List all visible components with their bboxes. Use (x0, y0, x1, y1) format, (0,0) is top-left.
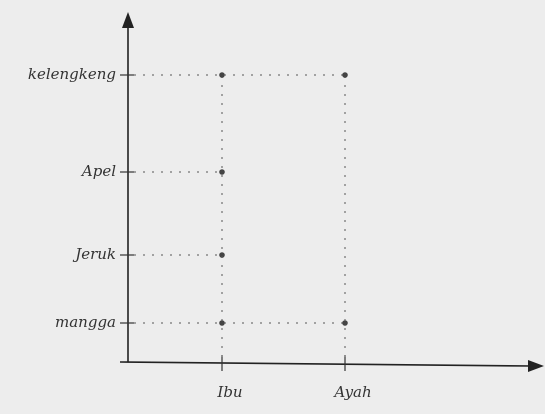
x-axis (119, 361, 533, 367)
point (342, 72, 348, 78)
point (219, 169, 225, 175)
point (342, 320, 348, 326)
y-tick-label: mangga (55, 313, 116, 331)
y-tick-label: kelengkeng (28, 65, 116, 83)
point (219, 72, 225, 78)
y-axis-arrow (122, 12, 134, 28)
y-tick-label: Apel (80, 162, 116, 180)
x-tick-label: Ibu (216, 383, 242, 401)
x-tick-label: Ayah (332, 383, 371, 401)
point (219, 252, 225, 258)
y-tick-label: Jeruk (72, 245, 116, 263)
point (219, 320, 225, 326)
x-axis-arrow (528, 360, 544, 372)
